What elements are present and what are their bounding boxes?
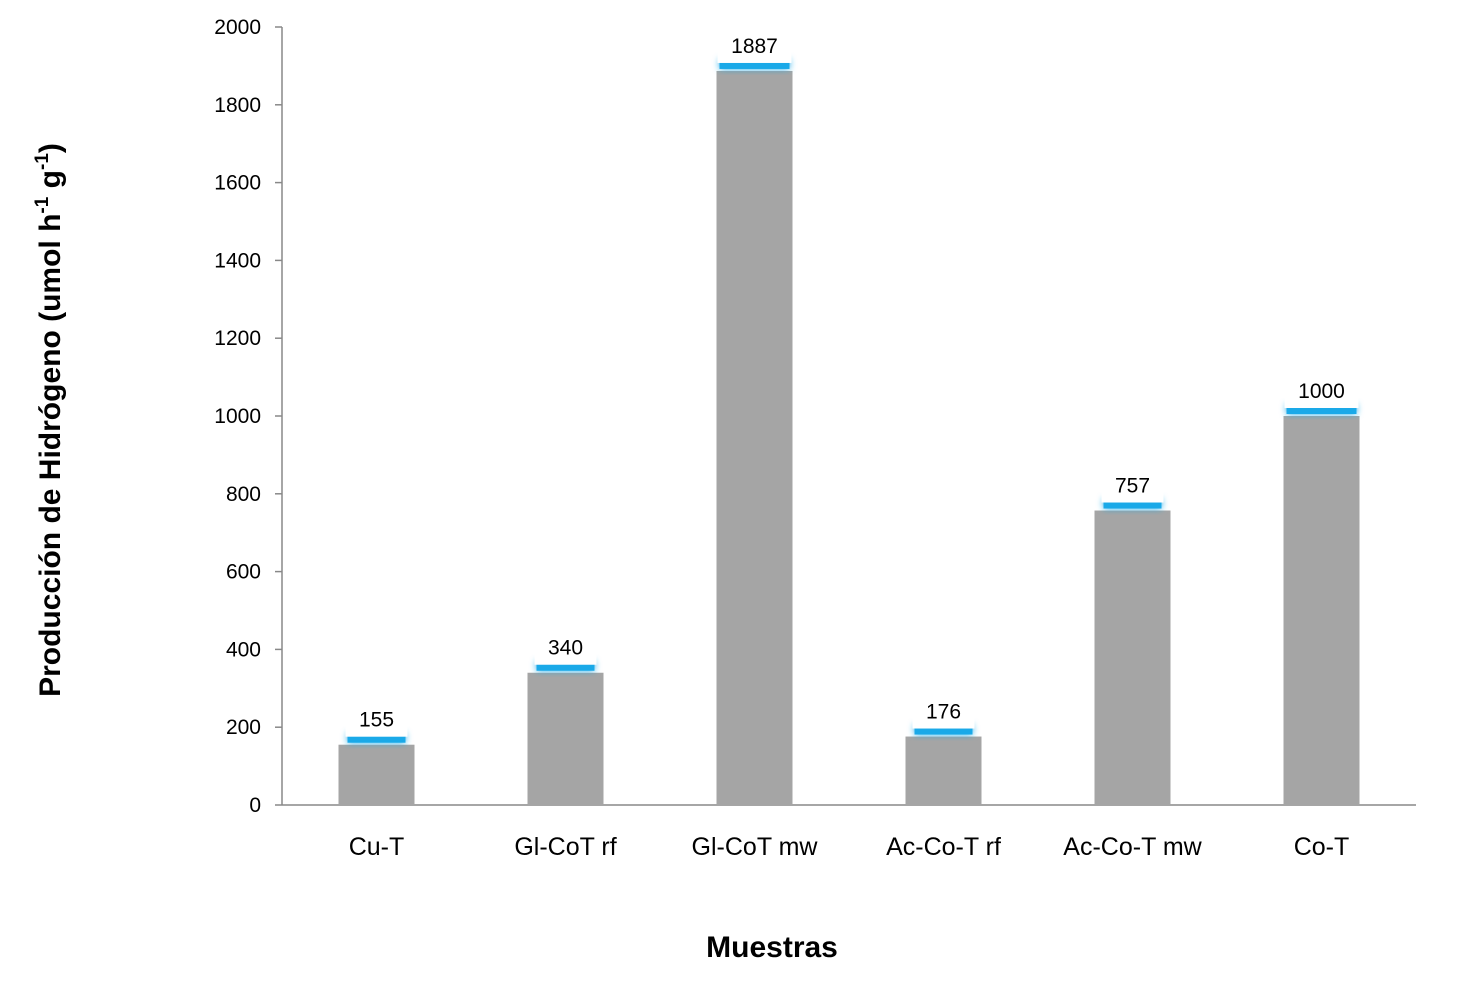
- data-label-group: 757: [1101, 468, 1164, 509]
- x-tick-labels: Cu-T Gl-CoT rf Gl-CoT mw Ac-Co-T rf Ac-Co-T …: [349, 833, 1350, 861]
- y-axis-title-mid: g: [34, 170, 67, 197]
- y-tick-label: 1200: [214, 327, 261, 350]
- data-label-box: [534, 630, 597, 665]
- data-label-glow-core: [1103, 501, 1162, 509]
- y-ticks: 0 200 400 600 800 1000 1200 1400 1600 1800 2000: [214, 16, 282, 817]
- axes: [281, 27, 1416, 806]
- data-label-glow-core: [914, 727, 973, 735]
- data-label: 176: [926, 701, 961, 724]
- data-label: 1000: [1298, 380, 1345, 403]
- data-label-group: 340: [534, 630, 597, 671]
- data-label-group: 1000: [1284, 374, 1359, 414]
- data-label-group: 155: [345, 702, 408, 743]
- data-label-glow-core: [1286, 407, 1357, 414]
- bar-co-t: [1283, 416, 1360, 805]
- data-label-box: [717, 28, 792, 63]
- data-label-box: [1101, 468, 1164, 503]
- y-axis-title-end: ): [34, 143, 67, 153]
- data-label-glow-core: [536, 663, 595, 671]
- bar-ac-co-t-mw: [1094, 510, 1171, 805]
- bar-gl-cot-rf: [527, 672, 604, 805]
- data-label-group: 176: [912, 694, 975, 735]
- y-tick-label: 2000: [214, 16, 261, 39]
- y-tick-label: 800: [226, 483, 261, 506]
- data-label-group: 1887: [717, 28, 792, 69]
- data-label: 340: [548, 637, 583, 660]
- data-label: 155: [359, 709, 394, 732]
- x-tick-label: Gl-CoT mw: [692, 833, 819, 861]
- y-tick-label: 1600: [214, 172, 261, 195]
- y-axis-title: Producción de Hidrógeno (umol h-1 g-1): [32, 143, 67, 697]
- y-axis-title-sup2: -1: [32, 153, 53, 170]
- x-axis-title: Muestras: [706, 931, 838, 964]
- y-tick-label: 0: [249, 794, 261, 817]
- x-tick-label: Ac-Co-T rf: [886, 833, 1001, 861]
- x-tick-label: Co-T: [1294, 833, 1350, 861]
- data-label: 757: [1115, 475, 1150, 498]
- data-label-box: [345, 702, 408, 737]
- bar-gl-cot-mw: [716, 70, 793, 805]
- data-label-box: [1284, 374, 1359, 408]
- y-tick-label: 1800: [214, 94, 261, 117]
- y-axis-title-main: Producción de Hidrógeno (umol h: [34, 214, 67, 697]
- bar-ac-co-t-rf: [905, 736, 982, 805]
- data-label-glow-core: [347, 735, 406, 743]
- data-labels: 155 340 1887 176 757 1000: [345, 28, 1359, 743]
- x-tick-label: Ac-Co-T mw: [1063, 833, 1202, 861]
- y-tick-label: 1400: [214, 249, 261, 272]
- y-tick-label: 1000: [214, 405, 261, 428]
- bars: [338, 70, 1360, 805]
- bar-cu-t: [338, 744, 415, 805]
- data-label-glow-core: [719, 61, 790, 69]
- data-label-box: [912, 694, 975, 729]
- y-tick-label: 600: [226, 561, 261, 584]
- x-tick-label: Cu-T: [349, 833, 405, 861]
- x-tick-label: Gl-CoT rf: [514, 833, 616, 861]
- y-axis-title-sup1: -1: [32, 196, 53, 213]
- data-label: 1887: [731, 35, 778, 58]
- y-tick-label: 200: [226, 716, 261, 739]
- y-tick-label: 400: [226, 638, 261, 661]
